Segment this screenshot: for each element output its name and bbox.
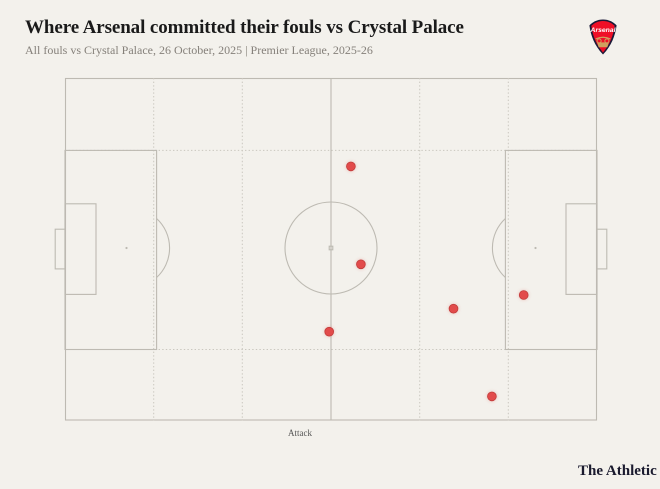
svg-text:Arsenal: Arsenal	[590, 27, 616, 34]
